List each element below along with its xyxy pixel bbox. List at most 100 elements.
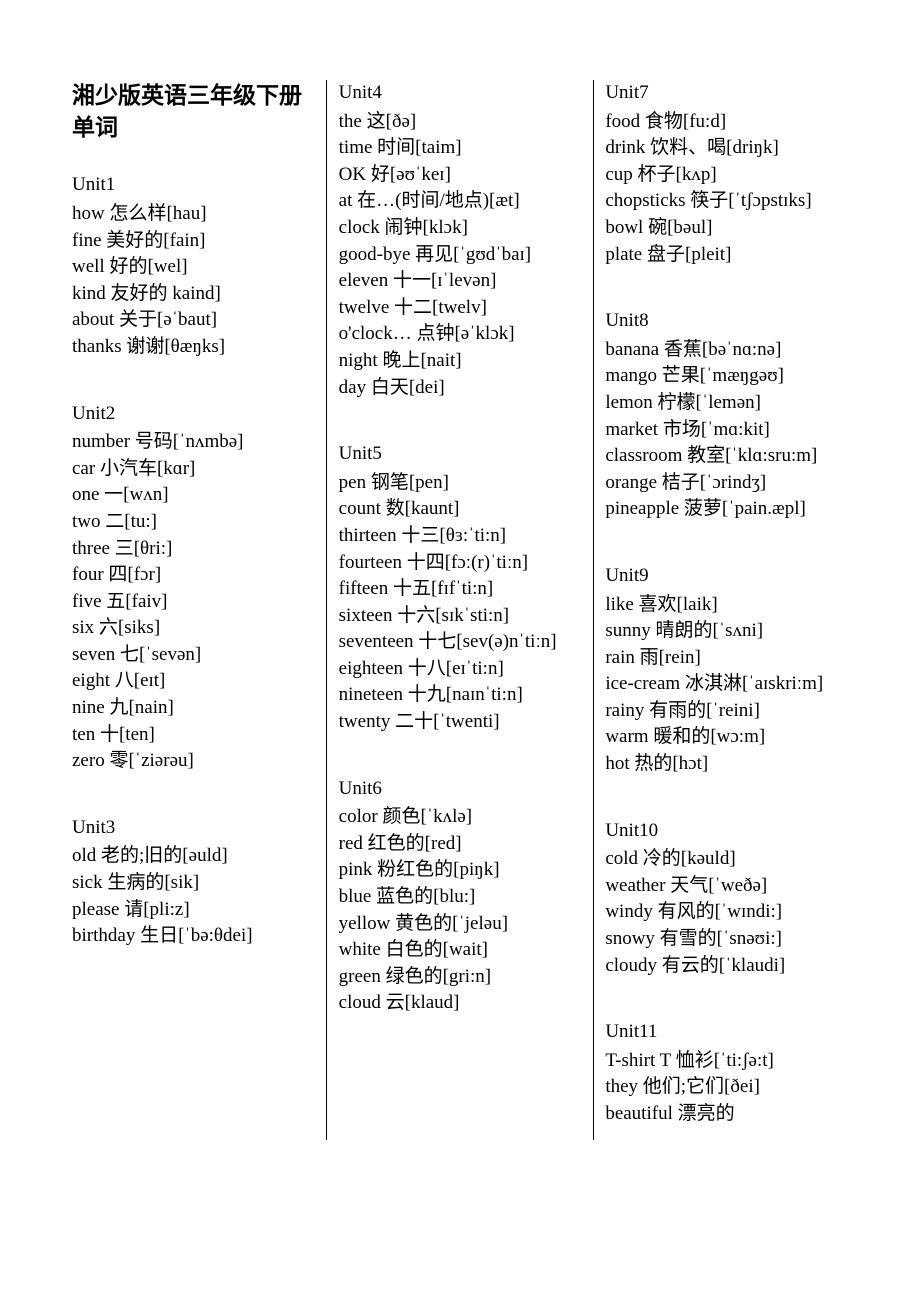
unit-title: Unit1: [72, 172, 315, 199]
vocab-entry: chopsticks 筷子[ˈtʃɔpstɪks]: [605, 188, 848, 215]
vocab-entry: T-shirt T 恤衫[ˈti:ʃə:t]: [605, 1048, 848, 1075]
units-container: Unit1how 怎么样[hau]fine 美好的[fain]well 好的[w…: [60, 80, 860, 1140]
vocab-entry: pineapple 菠萝[ˈpain.æpl]: [605, 496, 848, 523]
vocab-entry: twelve 十二[twelv]: [339, 295, 582, 322]
vocab-entry: ten 十[ten]: [72, 722, 315, 749]
unit-block: Unit1how 怎么样[hau]fine 美好的[fain]well 好的[w…: [60, 172, 327, 360]
unit-block: Unit11T-shirt T 恤衫[ˈti:ʃə:t]they 他们;它们[ð…: [593, 1019, 860, 1127]
vocab-entry: how 怎么样[hau]: [72, 201, 315, 228]
vocab-entry: eighteen 十八[eɪˈti:n]: [339, 656, 582, 683]
vocab-entry: green 绿色的[gri:n]: [339, 964, 582, 991]
unit-block: Unit5pen 钢笔[pen]count 数[kaunt]thirteen 十…: [327, 441, 594, 736]
unit-title: Unit2: [72, 401, 315, 428]
vocab-entry: bowl 碗[bəul]: [605, 215, 848, 242]
vocab-entry: banana 香蕉[bəˈnɑ:nə]: [605, 337, 848, 364]
vocab-entry: sunny 晴朗的[ˈsʌni]: [605, 618, 848, 645]
vocab-entry: plate 盘子[pleit]: [605, 242, 848, 269]
vocab-entry: beautiful 漂亮的: [605, 1101, 848, 1128]
unit-title: Unit5: [339, 441, 582, 468]
vocab-entry: sick 生病的[sik]: [72, 870, 315, 897]
vocab-entry: at 在…(时间/地点)[æt]: [339, 188, 582, 215]
vocab-entry: car 小汽车[kɑr]: [72, 456, 315, 483]
vocab-entry: twenty 二十[ˈtwenti]: [339, 709, 582, 736]
vocab-entry: about 关于[əˈbaut]: [72, 307, 315, 334]
vocab-entry: OK 好[əʊˈkeɪ]: [339, 162, 582, 189]
vocab-entry: warm 暖和的[wɔ:m]: [605, 724, 848, 751]
unit-title: Unit7: [605, 80, 848, 107]
vocab-entry: good-bye 再见[ˈgʊdˈbaɪ]: [339, 242, 582, 269]
vocab-entry: drink 饮料、喝[driŋk]: [605, 135, 848, 162]
unit-title: Unit4: [339, 80, 582, 107]
vocab-entry: birthday 生日[ˈbə:θdei]: [72, 923, 315, 950]
vocab-entry: eight 八[eɪt]: [72, 668, 315, 695]
vocab-entry: day 白天[dei]: [339, 375, 582, 402]
vocab-entry: classroom 教室[ˈklɑ:sru:m]: [605, 443, 848, 470]
vocab-entry: two 二[tu:]: [72, 509, 315, 536]
vocab-entry: rain 雨[rein]: [605, 645, 848, 672]
document-title: 湘少版英语三年级下册单词: [72, 80, 315, 144]
vocab-entry: red 红色的[red]: [339, 831, 582, 858]
vocab-entry: o'clock… 点钟[əˈklɔk]: [339, 321, 582, 348]
vocab-entry: kind 友好的 kaind]: [72, 281, 315, 308]
vocab-entry: seventeen 十七[sev(ə)nˈtiːn]: [339, 629, 582, 656]
vocab-entry: cloud 云[klaud]: [339, 990, 582, 1017]
unit-block: Unit3old 老的;旧的[əuld]sick 生病的[sik]please …: [60, 815, 327, 950]
vocab-entry: the 这[ðə]: [339, 109, 582, 136]
vocab-entry: food 食物[fu:d]: [605, 109, 848, 136]
vocab-entry: sixteen 十六[sɪkˈsti:n]: [339, 603, 582, 630]
vocab-entry: thanks 谢谢[θæŋks]: [72, 334, 315, 361]
vocab-entry: thirteen 十三[θɜ:ˈti:n]: [339, 523, 582, 550]
vocab-entry: blue 蓝色的[blu:]: [339, 884, 582, 911]
vocab-entry: rainy 有雨的[ˈreini]: [605, 698, 848, 725]
vocab-entry: white 白色的[wait]: [339, 937, 582, 964]
vocab-entry: eleven 十一[ɪˈlevən]: [339, 268, 582, 295]
vocab-entry: mango 芒果[ˈmæŋgəʊ]: [605, 363, 848, 390]
vocab-entry: number 号码[ˈnʌmbə]: [72, 429, 315, 456]
unit-block: Unit2number 号码[ˈnʌmbə]car 小汽车[kɑr]one 一[…: [60, 401, 327, 775]
vocab-entry: six 六[siks]: [72, 615, 315, 642]
vocab-entry: old 老的;旧的[əuld]: [72, 843, 315, 870]
vocab-entry: clock 闹钟[klɔk]: [339, 215, 582, 242]
vocab-entry: pink 粉红色的[piŋk]: [339, 857, 582, 884]
vocab-entry: cloudy 有云的[ˈklaudi]: [605, 953, 848, 980]
unit-title: Unit9: [605, 563, 848, 590]
vocab-entry: nineteen 十九[naɪnˈti:n]: [339, 682, 582, 709]
vocab-entry: orange 桔子[ˈɔrindʒ]: [605, 470, 848, 497]
vocab-entry: count 数[kaunt]: [339, 496, 582, 523]
vocab-entry: fine 美好的[fain]: [72, 228, 315, 255]
vocab-entry: well 好的[wel]: [72, 254, 315, 281]
unit-block: Unit9like 喜欢[laik]sunny 晴朗的[ˈsʌni]rain 雨…: [593, 563, 860, 778]
vocab-entry: pen 钢笔[pen]: [339, 470, 582, 497]
vocab-entry: market 市场[ˈmɑ:kit]: [605, 417, 848, 444]
vocab-entry: fourteen 十四[fɔː(r)ˈtiːn]: [339, 550, 582, 577]
vocab-entry: night 晚上[nait]: [339, 348, 582, 375]
vocab-entry: nine 九[nain]: [72, 695, 315, 722]
vocab-entry: lemon 柠檬[ˈlemən]: [605, 390, 848, 417]
unit-block: Unit6color 颜色[ˈkʌlə]red 红色的[red]pink 粉红色…: [327, 776, 594, 1017]
unit-block: Unit7food 食物[fu:d]drink 饮料、喝[driŋk]cup 杯…: [593, 80, 860, 268]
unit-block: Unit4the 这[ðə]time 时间[taim]OK 好[əʊˈkeɪ]a…: [327, 80, 594, 401]
unit-title: Unit3: [72, 815, 315, 842]
vocab-entry: cold 冷的[kəuld]: [605, 846, 848, 873]
unit-title: Unit6: [339, 776, 582, 803]
vocab-entry: seven 七[ˈsevən]: [72, 642, 315, 669]
vocab-entry: ice-cream 冰淇淋[ˈaɪskriːm]: [605, 671, 848, 698]
vocab-entry: they 他们;它们[ðei]: [605, 1074, 848, 1101]
vocab-entry: weather 天气[ˈweðə]: [605, 873, 848, 900]
vocab-entry: color 颜色[ˈkʌlə]: [339, 804, 582, 831]
vocab-entry: time 时间[taim]: [339, 135, 582, 162]
vocab-entry: cup 杯子[kʌp]: [605, 162, 848, 189]
vocab-entry: windy 有风的[ˈwɪndi:]: [605, 899, 848, 926]
vocab-entry: fifteen 十五[fɪfˈti:n]: [339, 576, 582, 603]
vocab-entry: like 喜欢[laik]: [605, 592, 848, 619]
vocab-entry: three 三[θri:]: [72, 536, 315, 563]
vocab-entry: one 一[wʌn]: [72, 482, 315, 509]
unit-title: Unit10: [605, 818, 848, 845]
vocab-entry: yellow 黄色的[ˈjeləu]: [339, 911, 582, 938]
unit-block: Unit8banana 香蕉[bəˈnɑ:nə]mango 芒果[ˈmæŋgəʊ…: [593, 308, 860, 523]
unit-title: Unit8: [605, 308, 848, 335]
vocab-entry: snowy 有雪的[ˈsnəʊi:]: [605, 926, 848, 953]
vocab-entry: five 五[faiv]: [72, 589, 315, 616]
unit-block: Unit10cold 冷的[kəuld]weather 天气[ˈweðə]win…: [593, 818, 860, 980]
unit-title: Unit11: [605, 1019, 848, 1046]
